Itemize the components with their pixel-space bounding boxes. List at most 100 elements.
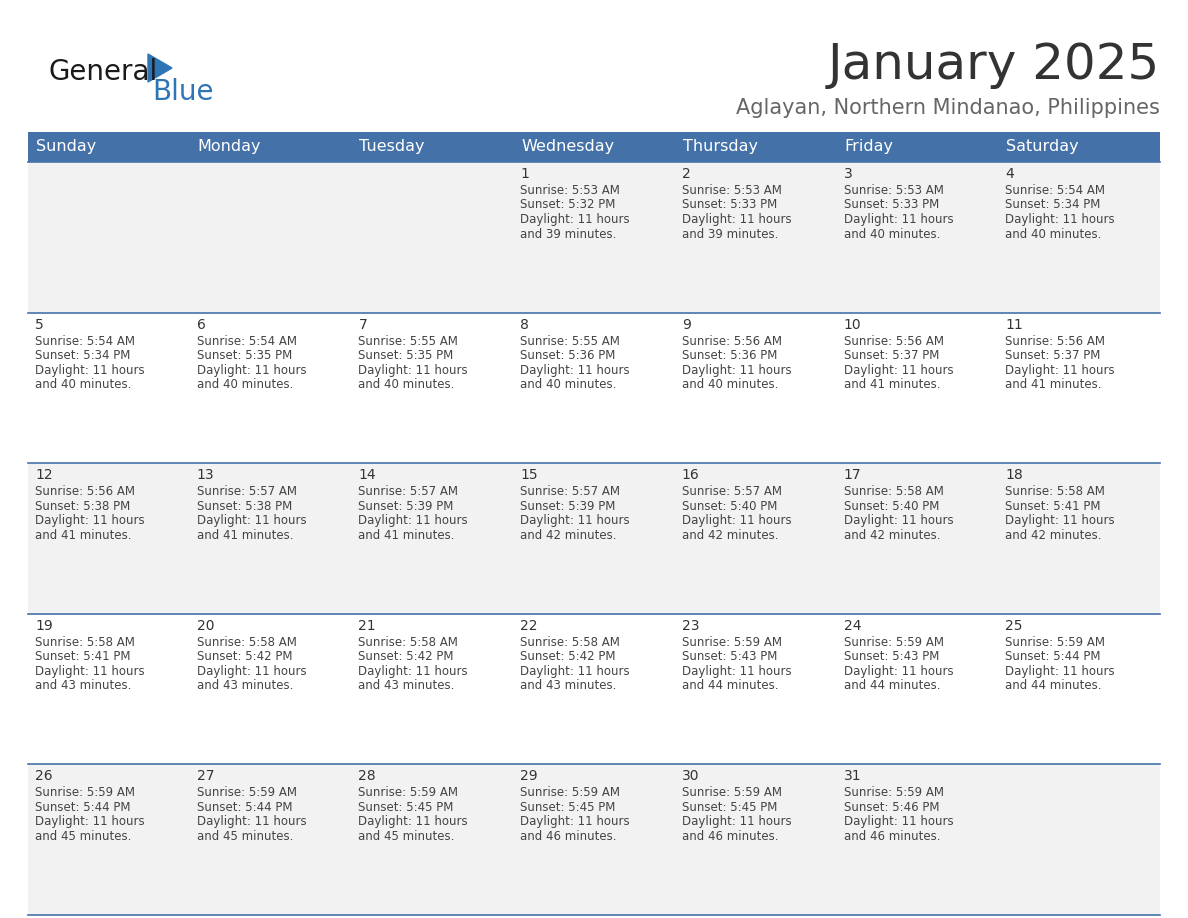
Text: January 2025: January 2025 — [828, 41, 1159, 89]
Text: Daylight: 11 hours: Daylight: 11 hours — [359, 665, 468, 677]
Text: Sunset: 5:45 PM: Sunset: 5:45 PM — [682, 800, 777, 814]
Text: Daylight: 11 hours: Daylight: 11 hours — [520, 364, 630, 376]
Text: and 41 minutes.: and 41 minutes. — [34, 529, 132, 542]
Text: Daylight: 11 hours: Daylight: 11 hours — [682, 665, 791, 677]
Text: Sunset: 5:42 PM: Sunset: 5:42 PM — [520, 650, 615, 664]
Text: 30: 30 — [682, 769, 700, 783]
Text: Sunset: 5:35 PM: Sunset: 5:35 PM — [359, 349, 454, 362]
Text: Aglayan, Northern Mindanao, Philippines: Aglayan, Northern Mindanao, Philippines — [737, 98, 1159, 118]
Text: Sunrise: 5:58 AM: Sunrise: 5:58 AM — [520, 636, 620, 649]
Text: and 39 minutes.: and 39 minutes. — [682, 228, 778, 241]
Text: Sunrise: 5:53 AM: Sunrise: 5:53 AM — [843, 184, 943, 197]
Text: 15: 15 — [520, 468, 538, 482]
Bar — [29, 464, 1159, 614]
Text: and 45 minutes.: and 45 minutes. — [359, 830, 455, 843]
Text: and 45 minutes.: and 45 minutes. — [197, 830, 293, 843]
Text: Sunset: 5:40 PM: Sunset: 5:40 PM — [843, 499, 939, 512]
Text: Daylight: 11 hours: Daylight: 11 hours — [197, 364, 307, 376]
Text: Daylight: 11 hours: Daylight: 11 hours — [1005, 213, 1114, 226]
Text: and 43 minutes.: and 43 minutes. — [197, 679, 293, 692]
Text: 1: 1 — [520, 167, 529, 181]
Text: Sunset: 5:44 PM: Sunset: 5:44 PM — [1005, 650, 1101, 664]
Text: Sunrise: 5:54 AM: Sunrise: 5:54 AM — [197, 334, 297, 348]
Text: Sunset: 5:45 PM: Sunset: 5:45 PM — [520, 800, 615, 814]
Text: and 44 minutes.: and 44 minutes. — [1005, 679, 1101, 692]
Text: Sunrise: 5:55 AM: Sunrise: 5:55 AM — [520, 334, 620, 348]
Text: Sunset: 5:34 PM: Sunset: 5:34 PM — [34, 349, 131, 362]
Text: Sunset: 5:33 PM: Sunset: 5:33 PM — [682, 198, 777, 211]
Text: Sunset: 5:36 PM: Sunset: 5:36 PM — [520, 349, 615, 362]
Text: and 44 minutes.: and 44 minutes. — [843, 679, 940, 692]
Text: Daylight: 11 hours: Daylight: 11 hours — [682, 514, 791, 527]
Text: 20: 20 — [197, 619, 214, 633]
Text: Sunset: 5:41 PM: Sunset: 5:41 PM — [34, 650, 131, 664]
Text: Sunrise: 5:59 AM: Sunrise: 5:59 AM — [34, 787, 135, 800]
Text: 24: 24 — [843, 619, 861, 633]
Text: Sunday: Sunday — [36, 140, 96, 154]
Text: Sunset: 5:44 PM: Sunset: 5:44 PM — [197, 800, 292, 814]
Text: and 43 minutes.: and 43 minutes. — [359, 679, 455, 692]
Text: 14: 14 — [359, 468, 377, 482]
Text: and 40 minutes.: and 40 minutes. — [520, 378, 617, 391]
Text: Daylight: 11 hours: Daylight: 11 hours — [843, 213, 953, 226]
Text: 19: 19 — [34, 619, 52, 633]
Text: Blue: Blue — [152, 78, 214, 106]
Text: 7: 7 — [359, 318, 367, 331]
Text: Sunset: 5:46 PM: Sunset: 5:46 PM — [843, 800, 939, 814]
Text: 22: 22 — [520, 619, 538, 633]
Text: Daylight: 11 hours: Daylight: 11 hours — [34, 364, 145, 376]
Text: and 40 minutes.: and 40 minutes. — [1005, 228, 1101, 241]
Text: Sunrise: 5:56 AM: Sunrise: 5:56 AM — [682, 334, 782, 348]
Text: Sunrise: 5:56 AM: Sunrise: 5:56 AM — [34, 486, 135, 498]
Text: and 40 minutes.: and 40 minutes. — [34, 378, 132, 391]
Text: 16: 16 — [682, 468, 700, 482]
Text: and 46 minutes.: and 46 minutes. — [843, 830, 940, 843]
Text: Daylight: 11 hours: Daylight: 11 hours — [34, 514, 145, 527]
Text: Daylight: 11 hours: Daylight: 11 hours — [34, 815, 145, 828]
Text: Daylight: 11 hours: Daylight: 11 hours — [197, 514, 307, 527]
Text: and 40 minutes.: and 40 minutes. — [197, 378, 293, 391]
Text: Sunset: 5:39 PM: Sunset: 5:39 PM — [520, 499, 615, 512]
Text: Sunset: 5:41 PM: Sunset: 5:41 PM — [1005, 499, 1101, 512]
Text: Sunrise: 5:56 AM: Sunrise: 5:56 AM — [1005, 334, 1105, 348]
Text: Daylight: 11 hours: Daylight: 11 hours — [197, 665, 307, 677]
Text: Sunrise: 5:59 AM: Sunrise: 5:59 AM — [682, 787, 782, 800]
Text: Daylight: 11 hours: Daylight: 11 hours — [682, 213, 791, 226]
Text: Wednesday: Wednesday — [522, 140, 614, 154]
Text: Sunrise: 5:59 AM: Sunrise: 5:59 AM — [843, 636, 943, 649]
Text: Sunrise: 5:54 AM: Sunrise: 5:54 AM — [1005, 184, 1105, 197]
Text: and 42 minutes.: and 42 minutes. — [843, 529, 940, 542]
Text: 6: 6 — [197, 318, 206, 331]
Text: Sunrise: 5:58 AM: Sunrise: 5:58 AM — [34, 636, 135, 649]
Text: Daylight: 11 hours: Daylight: 11 hours — [359, 514, 468, 527]
Text: Sunrise: 5:58 AM: Sunrise: 5:58 AM — [197, 636, 297, 649]
Text: 18: 18 — [1005, 468, 1023, 482]
Text: 10: 10 — [843, 318, 861, 331]
Text: Sunset: 5:42 PM: Sunset: 5:42 PM — [197, 650, 292, 664]
Text: and 44 minutes.: and 44 minutes. — [682, 679, 778, 692]
Text: Sunrise: 5:55 AM: Sunrise: 5:55 AM — [359, 334, 459, 348]
Text: Sunset: 5:39 PM: Sunset: 5:39 PM — [359, 499, 454, 512]
Text: 25: 25 — [1005, 619, 1023, 633]
Text: and 40 minutes.: and 40 minutes. — [843, 228, 940, 241]
Text: and 40 minutes.: and 40 minutes. — [682, 378, 778, 391]
Text: Daylight: 11 hours: Daylight: 11 hours — [34, 665, 145, 677]
Text: Sunrise: 5:57 AM: Sunrise: 5:57 AM — [359, 486, 459, 498]
Text: Daylight: 11 hours: Daylight: 11 hours — [520, 815, 630, 828]
Text: 9: 9 — [682, 318, 690, 331]
Text: Sunset: 5:43 PM: Sunset: 5:43 PM — [843, 650, 939, 664]
Text: 4: 4 — [1005, 167, 1015, 181]
Text: Daylight: 11 hours: Daylight: 11 hours — [520, 665, 630, 677]
Text: Daylight: 11 hours: Daylight: 11 hours — [1005, 364, 1114, 376]
Text: 11: 11 — [1005, 318, 1023, 331]
Text: Thursday: Thursday — [683, 140, 758, 154]
Text: Daylight: 11 hours: Daylight: 11 hours — [520, 213, 630, 226]
Text: Sunrise: 5:58 AM: Sunrise: 5:58 AM — [1005, 486, 1105, 498]
Bar — [29, 132, 190, 162]
Text: and 42 minutes.: and 42 minutes. — [520, 529, 617, 542]
Text: Sunrise: 5:56 AM: Sunrise: 5:56 AM — [843, 334, 943, 348]
Text: Sunset: 5:38 PM: Sunset: 5:38 PM — [197, 499, 292, 512]
Bar — [998, 132, 1159, 162]
Text: Sunrise: 5:59 AM: Sunrise: 5:59 AM — [520, 787, 620, 800]
Text: Sunrise: 5:59 AM: Sunrise: 5:59 AM — [359, 787, 459, 800]
